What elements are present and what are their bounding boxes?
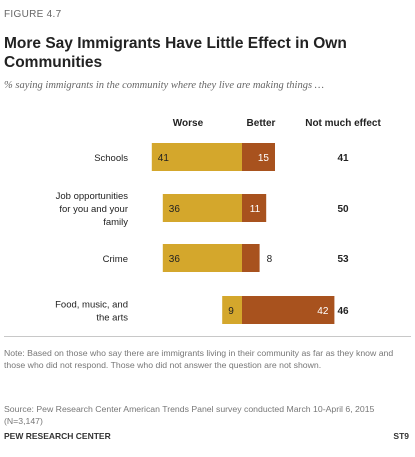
category-label: Crime [103,254,128,265]
value-label-better: 8 [267,254,273,265]
footer-code: ST9 [393,431,409,441]
figure-label: FIGURE 4.7 [4,9,62,20]
chart-source: Source: Pew Research Center American Tre… [4,404,375,427]
bar-worse [222,296,242,324]
value-label-worse: 36 [169,204,181,215]
bar-better [242,244,260,272]
bar-worse [151,143,242,171]
category-label: Schools [94,153,128,164]
category-label: Food, music, and [55,300,128,311]
bar-worse [162,194,242,222]
category-label: the arts [96,313,128,324]
bar-better [242,143,275,171]
value-label-no-effect: 53 [337,254,349,265]
column-header-worse: Worse [173,118,204,129]
bar-chart: Worse Better Not much effect Schools 41 15 41 J… [55,118,381,324]
value-label-worse: 9 [228,306,234,317]
divider [4,336,411,337]
chart-subtitle: % saying immigrants in the community whe… [4,80,325,91]
column-header-better: Better [247,118,276,129]
column-header-no-effect: Not much effect [305,118,381,129]
value-label-better: 15 [258,153,270,164]
chart-note: Note: Based on those who say there are i… [4,348,394,371]
value-label-better: 42 [317,306,329,317]
value-label-no-effect: 50 [337,204,349,215]
category-label: Job opportunities [56,191,129,202]
value-label-worse: 41 [158,153,170,164]
footer-organization: PEW RESEARCH CENTER [4,431,111,441]
category-label: for you and your [59,204,128,215]
bar-better [242,194,267,222]
bar-worse [162,244,242,272]
value-label-better: 11 [250,204,261,215]
value-label-no-effect: 46 [337,306,349,317]
value-label-worse: 36 [169,254,181,265]
category-label: family [103,217,128,228]
chart-title: More Say Immigrants Have Little Effect i… [4,35,347,71]
value-label-no-effect: 41 [337,153,349,164]
bar-better [242,296,335,324]
